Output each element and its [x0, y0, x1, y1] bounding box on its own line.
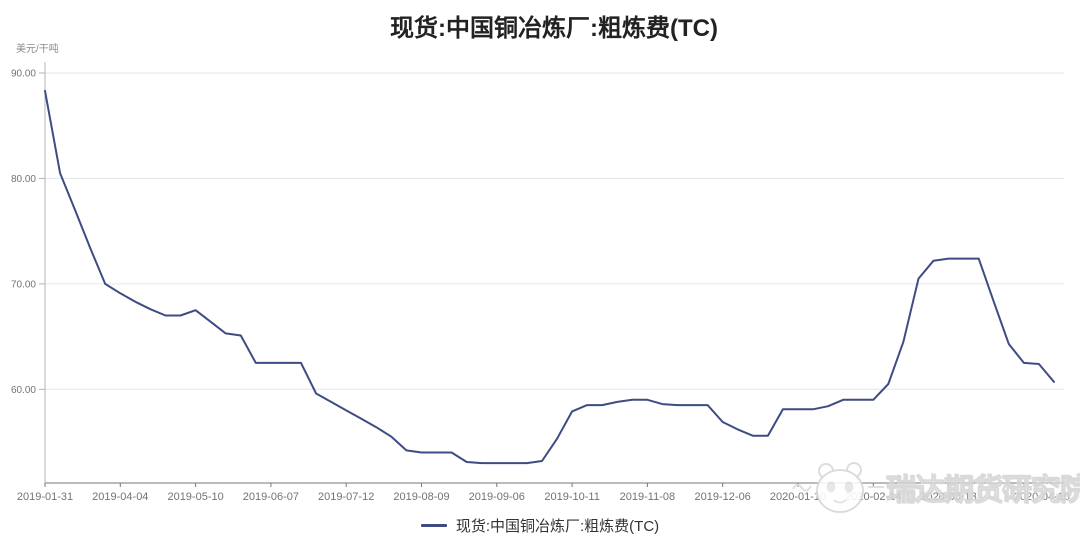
- x-tick-label: 2020-03-13: [920, 491, 976, 503]
- x-tick-label: 2019-01-31: [17, 491, 73, 503]
- y-tick-label: 70.00: [11, 279, 36, 290]
- x-tick-label: 2019-05-10: [167, 491, 223, 503]
- x-tick-label: 2019-12-06: [695, 491, 751, 503]
- x-tick-label: 2019-09-06: [469, 491, 525, 503]
- x-tick-label: 2019-07-12: [318, 491, 374, 503]
- x-tick-label: 2019-06-07: [243, 491, 299, 503]
- chart-title: 现货:中国铜冶炼厂:粗炼费(TC): [390, 15, 718, 42]
- series-line[interactable]: [44, 89, 1055, 465]
- legend-label: 现货:中国铜冶炼厂:粗炼费(TC): [455, 517, 660, 535]
- x-tick-label: 2020-04-10: [1014, 491, 1070, 503]
- legend-line-marker: [420, 523, 447, 527]
- y-tick-label: 80.00: [11, 174, 36, 185]
- x-tick-label: 2020-01-10: [770, 491, 826, 503]
- legend[interactable]: 现货:中国铜冶炼厂:粗炼费(TC): [0, 513, 1080, 537]
- x-tick-label: 2019-04-04: [92, 491, 148, 503]
- x-tick-label: 2019-11-08: [620, 491, 675, 503]
- y-tick-label: 90.00: [11, 69, 36, 80]
- x-tick-label: 2019-08-09: [393, 491, 449, 503]
- x-tick-label: 2019-10-11: [544, 491, 599, 503]
- y-tick-label: 60.00: [11, 385, 36, 396]
- x-tick-label: 2020-02-14: [845, 491, 901, 503]
- y-axis-unit-label: 美元/干吨: [16, 44, 59, 55]
